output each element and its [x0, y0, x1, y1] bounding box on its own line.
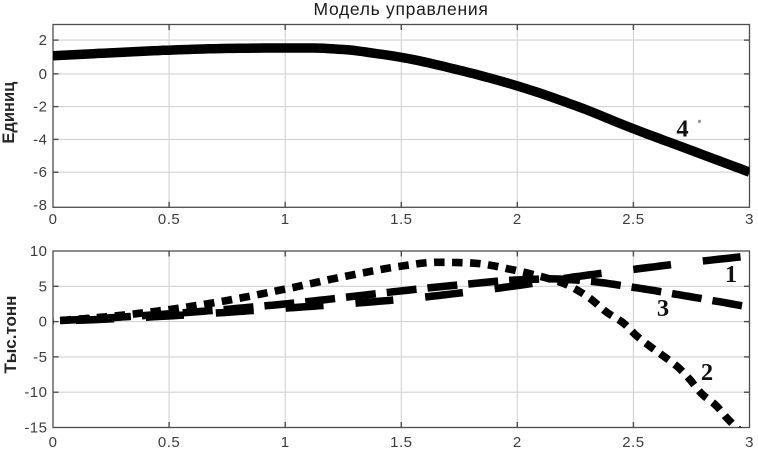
svg-text:1.5: 1.5 — [390, 434, 412, 451]
svg-text:Модель управления: Модель управления — [313, 0, 488, 19]
svg-text:0.5: 0.5 — [158, 211, 180, 228]
svg-text:3: 3 — [745, 211, 754, 228]
svg-text:2: 2 — [701, 359, 713, 386]
svg-text:1.5: 1.5 — [390, 211, 412, 228]
svg-text:-10: -10 — [24, 384, 47, 401]
svg-text:-6: -6 — [33, 164, 47, 181]
svg-text:3: 3 — [745, 434, 754, 451]
svg-text:2: 2 — [513, 211, 522, 228]
svg-text:10: 10 — [30, 243, 48, 260]
svg-text:-15: -15 — [24, 420, 47, 437]
svg-text:1: 1 — [281, 211, 290, 228]
svg-text:0.5: 0.5 — [158, 434, 180, 451]
svg-text:2.5: 2.5 — [622, 434, 644, 451]
svg-text:1: 1 — [725, 261, 737, 288]
svg-text:-2: -2 — [33, 99, 47, 116]
svg-text:4: 4 — [676, 116, 688, 143]
svg-text:5: 5 — [39, 278, 48, 295]
svg-text:3: 3 — [657, 295, 669, 322]
svg-text:-8: -8 — [33, 197, 47, 214]
svg-text:-5: -5 — [33, 349, 47, 366]
svg-text:-4: -4 — [33, 131, 47, 148]
svg-text:2: 2 — [513, 434, 522, 451]
svg-text:0: 0 — [39, 66, 48, 83]
svg-text:Тыс.тонн: Тыс.тонн — [1, 296, 20, 374]
svg-text:2: 2 — [39, 32, 48, 49]
svg-text:0: 0 — [49, 434, 58, 451]
svg-text:2.5: 2.5 — [622, 211, 644, 228]
svg-text:Единиц: Единиц — [0, 82, 18, 144]
svg-text:0: 0 — [39, 314, 48, 331]
svg-text:0: 0 — [49, 211, 58, 228]
svg-text:1: 1 — [281, 434, 290, 451]
